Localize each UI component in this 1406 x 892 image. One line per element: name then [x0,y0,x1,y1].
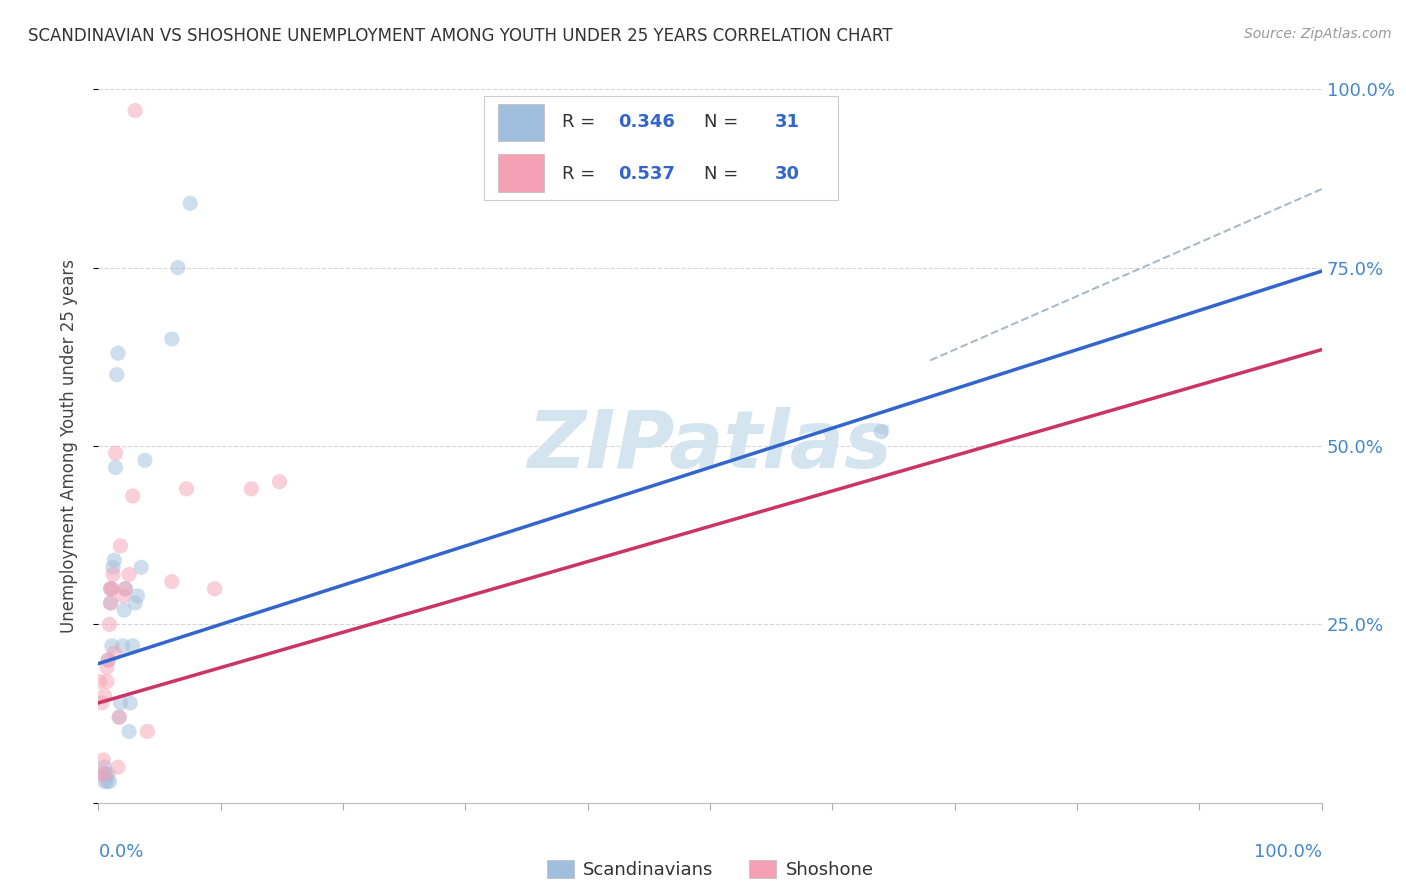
Point [91,696,114,710]
Point [118,567,141,582]
Point [110,539,132,553]
Point [114,582,136,596]
Point [101,582,124,596]
Point [100,582,122,596]
Point [96,774,118,789]
Point [179,196,201,211]
Text: Source: ZipAtlas.com: Source: ZipAtlas.com [1244,27,1392,41]
Text: ZIPatlas: ZIPatlas [527,407,893,485]
Point [870,425,893,439]
Point [108,710,131,724]
Point [269,475,291,489]
Point [124,596,146,610]
Point [129,560,152,574]
Point [160,332,183,346]
Point [101,639,124,653]
Point [121,639,143,653]
Point [136,724,159,739]
Point [127,589,149,603]
Point [100,596,122,610]
Point [100,582,122,596]
Point [91,753,114,767]
Point [111,589,134,603]
Point [167,260,190,275]
Point [98,617,121,632]
Point [124,103,146,118]
Point [96,674,118,689]
Point [134,453,156,467]
Legend: Scandinavians, Shoshone: Scandinavians, Shoshone [540,853,880,887]
Point [97,767,120,781]
Point [121,489,143,503]
Point [111,639,134,653]
Point [93,774,115,789]
Point [93,689,115,703]
Point [103,646,125,660]
Point [101,560,124,574]
Point [89,674,111,689]
Point [112,603,135,617]
Point [101,567,124,582]
Point [97,653,120,667]
Text: 100.0%: 100.0% [1254,843,1322,861]
Point [176,482,198,496]
Point [87,767,110,781]
Point [240,482,263,496]
Point [98,774,121,789]
Point [108,710,131,724]
Point [107,760,129,774]
Point [107,346,129,360]
Point [118,724,141,739]
Text: 0.0%: 0.0% [98,843,143,861]
Point [93,760,115,774]
Point [103,553,125,567]
Point [94,767,117,781]
Point [114,582,136,596]
Point [120,696,142,710]
Point [204,582,226,596]
Point [104,446,127,460]
Point [104,460,127,475]
Point [110,696,132,710]
Y-axis label: Unemployment Among Youth under 25 years: Unemployment Among Youth under 25 years [59,259,77,633]
Point [100,596,122,610]
Point [93,767,115,781]
Point [96,660,118,674]
Point [97,653,120,667]
Point [160,574,183,589]
Point [105,368,128,382]
Text: SCANDINAVIAN VS SHOSHONE UNEMPLOYMENT AMONG YOUTH UNDER 25 YEARS CORRELATION CHA: SCANDINAVIAN VS SHOSHONE UNEMPLOYMENT AM… [28,27,893,45]
